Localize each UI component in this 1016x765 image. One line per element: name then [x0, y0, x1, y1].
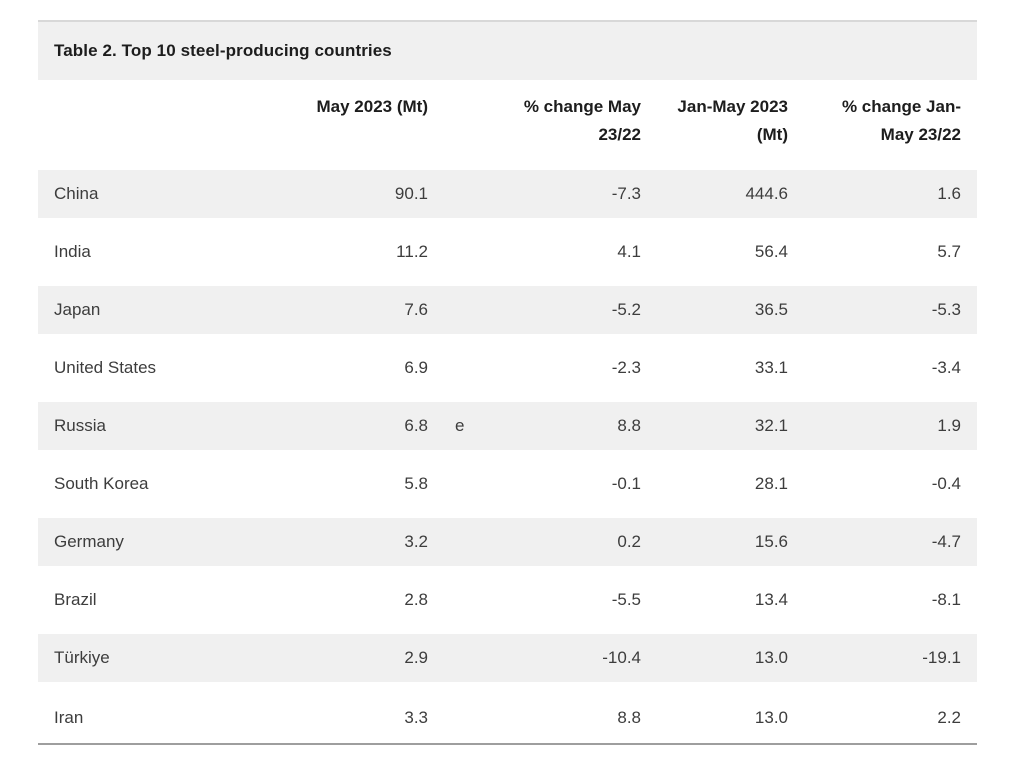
jan-may-value-cell: 56.4	[641, 223, 788, 281]
pct-change-may-cell: 8.8	[488, 397, 641, 455]
steel-production-table-card: Table 2. Top 10 steel-producing countrie…	[38, 20, 977, 745]
pct-change-jan-may-cell: 1.9	[788, 397, 977, 455]
table-title-bar: Table 2. Top 10 steel-producing countrie…	[38, 20, 977, 80]
table-row-brazil: Brazil 2.8 -5.5 13.4 -8.1	[38, 571, 977, 629]
jan-may-value-cell: 13.0	[641, 629, 788, 687]
pct-change-jan-may-cell: 5.7	[788, 223, 977, 281]
pct-change-may-cell: -5.5	[488, 571, 641, 629]
header-country	[38, 80, 238, 165]
estimate-flag-cell	[428, 571, 488, 629]
jan-may-value-cell: 32.1	[641, 397, 788, 455]
pct-change-may-cell: -0.1	[488, 455, 641, 513]
country-cell: Brazil	[38, 571, 238, 629]
country-cell: Iran	[38, 687, 238, 745]
estimate-flag-cell	[428, 165, 488, 223]
estimate-flag-cell	[428, 339, 488, 397]
country-cell: Germany	[38, 513, 238, 571]
pct-change-jan-may-cell: 1.6	[788, 165, 977, 223]
table-row-japan: Japan 7.6 -5.2 36.5 -5.3	[38, 281, 977, 339]
header-pct-change-may: % change May 23/22	[523, 97, 641, 144]
jan-may-value-cell: 13.0	[641, 687, 788, 745]
may-value-cell: 3.3	[238, 687, 428, 745]
pct-change-jan-may-cell: -5.3	[788, 281, 977, 339]
country-cell: South Korea	[38, 455, 238, 513]
may-value-cell: 6.8	[238, 397, 428, 455]
pct-change-may-cell: -7.3	[488, 165, 641, 223]
estimate-flag-cell	[428, 687, 488, 745]
pct-change-jan-may-cell: 2.2	[788, 687, 977, 745]
table-row-turkiye: Türkiye 2.9 -10.4 13.0 -19.1	[38, 629, 977, 687]
estimate-flag-cell	[428, 223, 488, 281]
pct-change-may-cell: 4.1	[488, 223, 641, 281]
may-value-cell: 6.9	[238, 339, 428, 397]
may-value-cell: 2.8	[238, 571, 428, 629]
country-cell: United States	[38, 339, 238, 397]
jan-may-value-cell: 15.6	[641, 513, 788, 571]
jan-may-value-cell: 13.4	[641, 571, 788, 629]
estimate-flag-cell	[428, 281, 488, 339]
header-row: May 2023 (Mt) % change May 23/22 Jan-May…	[38, 80, 977, 165]
estimate-flag-cell: e	[428, 397, 488, 455]
jan-may-value-cell: 33.1	[641, 339, 788, 397]
may-value-cell: 2.9	[238, 629, 428, 687]
pct-change-may-cell: -10.4	[488, 629, 641, 687]
header-estimate-flag	[428, 80, 488, 165]
country-cell: Japan	[38, 281, 238, 339]
estimate-flag-cell	[428, 455, 488, 513]
may-value-cell: 5.8	[238, 455, 428, 513]
estimate-flag-cell	[428, 629, 488, 687]
pct-change-may-cell: -2.3	[488, 339, 641, 397]
pct-change-may-cell: -5.2	[488, 281, 641, 339]
jan-may-value-cell: 28.1	[641, 455, 788, 513]
country-cell: Türkiye	[38, 629, 238, 687]
table-row-russia: Russia 6.8 e 8.8 32.1 1.9	[38, 397, 977, 455]
pct-change-jan-may-cell: -8.1	[788, 571, 977, 629]
header-may-2023: May 2023 (Mt)	[316, 97, 428, 116]
pct-change-may-cell: 8.8	[488, 687, 641, 745]
table-row-south-korea: South Korea 5.8 -0.1 28.1 -0.4	[38, 455, 977, 513]
table-row-united-states: United States 6.9 -2.3 33.1 -3.4	[38, 339, 977, 397]
may-value-cell: 7.6	[238, 281, 428, 339]
steel-production-table: May 2023 (Mt) % change May 23/22 Jan-May…	[38, 80, 977, 745]
table-row-iran: Iran 3.3 8.8 13.0 2.2	[38, 687, 977, 745]
table-row-china: China 90.1 -7.3 444.6 1.6	[38, 165, 977, 223]
pct-change-jan-may-cell: -3.4	[788, 339, 977, 397]
jan-may-value-cell: 444.6	[641, 165, 788, 223]
country-cell: India	[38, 223, 238, 281]
pct-change-jan-may-cell: -19.1	[788, 629, 977, 687]
table-title: Table 2. Top 10 steel-producing countrie…	[54, 41, 392, 60]
pct-change-may-cell: 0.2	[488, 513, 641, 571]
may-value-cell: 90.1	[238, 165, 428, 223]
may-value-cell: 3.2	[238, 513, 428, 571]
header-jan-may-2023: Jan-May 2023 (Mt)	[677, 97, 788, 144]
may-value-cell: 11.2	[238, 223, 428, 281]
country-cell: China	[38, 165, 238, 223]
table-row-india: India 11.2 4.1 56.4 5.7	[38, 223, 977, 281]
pct-change-jan-may-cell: -0.4	[788, 455, 977, 513]
country-cell: Russia	[38, 397, 238, 455]
header-pct-change-jan-may: % change Jan- May 23/22	[841, 97, 961, 144]
jan-may-value-cell: 36.5	[641, 281, 788, 339]
table-row-germany: Germany 3.2 0.2 15.6 -4.7	[38, 513, 977, 571]
estimate-flag-cell	[428, 513, 488, 571]
pct-change-jan-may-cell: -4.7	[788, 513, 977, 571]
